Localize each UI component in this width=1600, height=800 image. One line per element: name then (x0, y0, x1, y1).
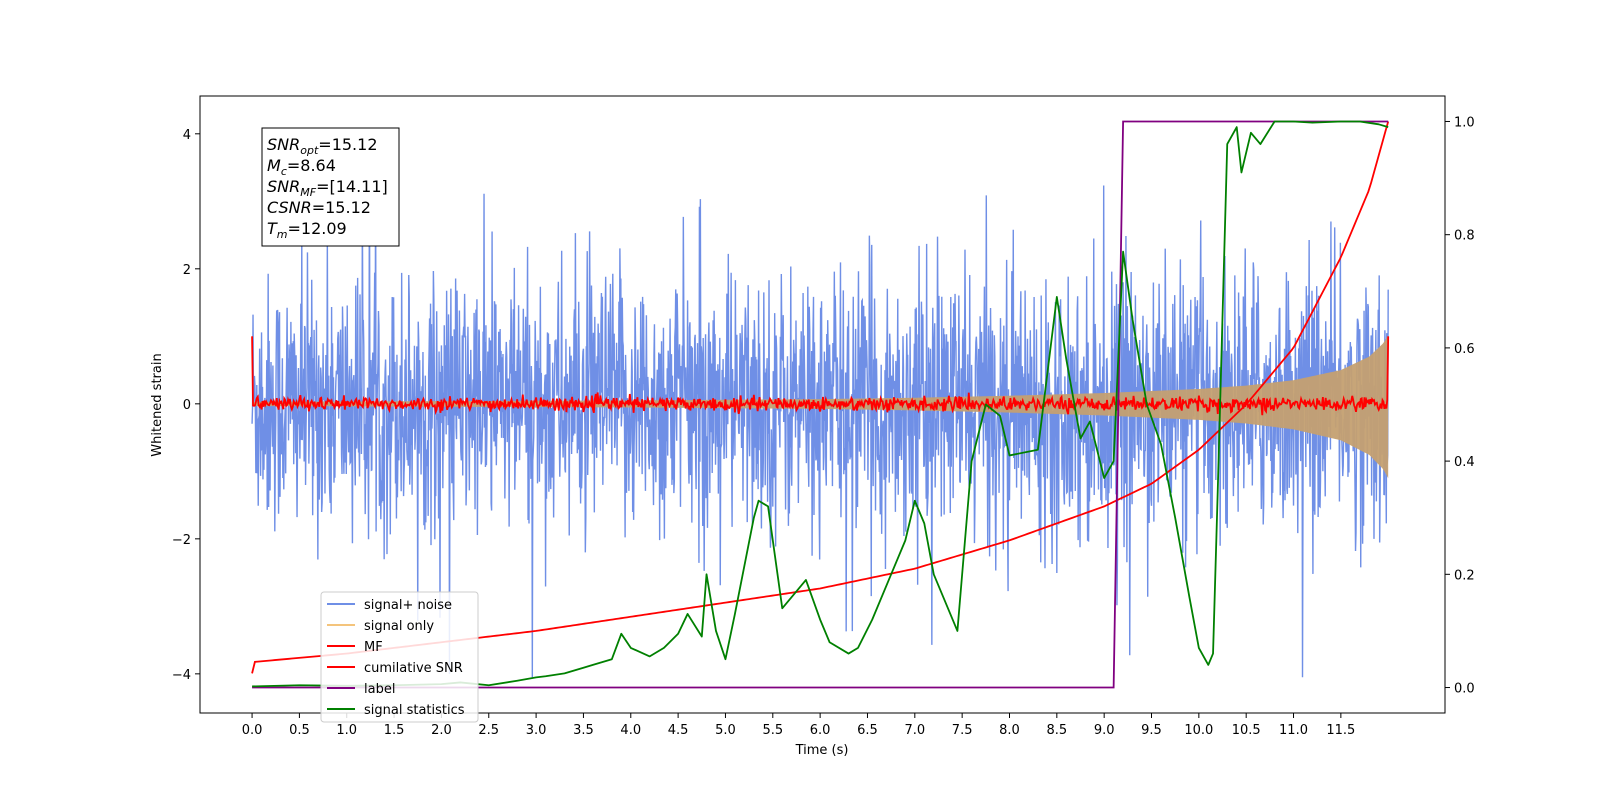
x-tick-label: 11.0 (1279, 723, 1308, 738)
series-mf-line (251, 336, 1390, 416)
y-tick-label: −4 (172, 668, 191, 683)
x-tick-label: 5.5 (762, 723, 783, 738)
y2-tick-label: 0.4 (1454, 455, 1475, 470)
x-tick-label: 1.5 (384, 723, 405, 738)
legend-label: signal statistics (364, 703, 465, 718)
x-tick-label: 0.0 (242, 723, 263, 738)
x-tick-label: 7.0 (904, 723, 925, 738)
x-tick-label: 5.0 (715, 723, 736, 738)
x-tick-label: 9.5 (1141, 723, 1162, 738)
series-label-line (252, 120, 1389, 689)
x-tick-label: 4.5 (668, 723, 689, 738)
series-signal-statistics-line (252, 120, 1389, 688)
x-tick-label: 6.0 (810, 723, 831, 738)
info-snr-mf: SNRMF=[14.11] (267, 177, 388, 199)
y2-tick-label: 0.6 (1454, 342, 1475, 357)
x-tick-label: 9.0 (1094, 723, 1115, 738)
legend-label: cumilative SNR (364, 661, 463, 676)
y2-tick-label: 1.0 (1454, 115, 1475, 130)
x-tick-label: 2.0 (431, 723, 452, 738)
x-tick-label: 4.0 (620, 723, 641, 738)
legend-label: label (364, 682, 395, 697)
x-axis-label: Time (s) (795, 743, 849, 758)
y2-tick-label: 0.0 (1454, 682, 1475, 697)
legend-frame (320, 591, 479, 723)
x-tick-label: 0.5 (289, 723, 310, 738)
info-box-frame (261, 127, 400, 247)
info-tm: Tm=12.09 (267, 219, 347, 241)
info-snr-opt: SNRopt=15.12 (267, 135, 378, 157)
legend-label: MF (364, 640, 383, 655)
y-tick-label: 0 (183, 398, 191, 413)
y-tick-label: 4 (183, 128, 191, 143)
y-tick-label: −2 (172, 533, 191, 548)
x-tick-label: 8.0 (999, 723, 1020, 738)
y-axis-label: Whitened strain (150, 353, 165, 456)
y-tick-label: 2 (183, 263, 191, 278)
info-csnr: CSNR=15.12 (267, 198, 371, 217)
series-signal-noise-line (251, 148, 1389, 678)
series-signal-only-fill (252, 334, 1389, 479)
x-tick-label: 3.0 (526, 723, 547, 738)
x-tick-label: 6.5 (857, 723, 878, 738)
y2-tick-label: 0.2 (1454, 568, 1475, 583)
legend-label: signal only (364, 619, 434, 634)
x-tick-label: 7.5 (952, 723, 973, 738)
x-tick-label: 3.5 (573, 723, 594, 738)
plot-frame (199, 95, 1446, 714)
x-tick-label: 8.5 (1046, 723, 1067, 738)
legend-label: signal+ noise (364, 598, 452, 613)
x-tick-label: 2.5 (478, 723, 499, 738)
info-mc: Mc=8.64 (267, 156, 336, 178)
x-tick-label: 10.0 (1184, 723, 1213, 738)
axes: 0.0 0.5 1.0 1.5 2.0 2.5 3.0 3.5 4.0 4.5 5.0 5.5 6.0 6… (172, 115, 1475, 738)
x-tick-label: 11.5 (1326, 723, 1355, 738)
legend: signal+ noise signal only MF cumilative SNR… (320, 591, 479, 723)
x-tick-label: 1.0 (336, 723, 357, 738)
info-box: SNRopt=15.12 Mc=8.64 SNRMF=[14.11] CSNR=… (261, 127, 400, 247)
y2-tick-label: 0.8 (1454, 229, 1475, 244)
x-tick-label: 10.5 (1232, 723, 1261, 738)
